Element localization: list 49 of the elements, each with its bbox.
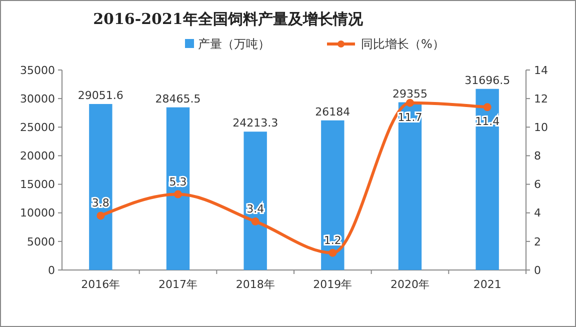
data-label: 28465.5	[155, 92, 201, 106]
x-tick-label: 2017年	[158, 278, 198, 291]
y-tick-label: 5000	[27, 235, 55, 248]
y2-tick-label: 8	[534, 150, 541, 163]
bar	[166, 107, 190, 270]
y-tick-label: 30000	[20, 92, 55, 106]
bar	[398, 102, 422, 270]
y-tick-label: 35000	[20, 64, 55, 77]
data-label: 3.8	[92, 196, 110, 210]
data-label: 3.4	[246, 202, 264, 216]
data-label: 26184	[315, 105, 350, 118]
y-tick-label: 25000	[20, 120, 55, 134]
point	[251, 217, 260, 226]
chart-title: 2016-2021年全国饲料产量及增长情况	[93, 10, 364, 28]
data-label: 29051.6	[78, 88, 124, 102]
y2-tick-label: 14	[534, 64, 548, 77]
y2-tick-label: 6	[534, 178, 541, 192]
y-tick-label: 0	[48, 264, 55, 277]
x-tick-label: 2021	[473, 278, 502, 291]
legend-label: 同比增长（%）	[361, 37, 444, 51]
data-label: 24213.3	[232, 116, 278, 130]
y-tick-label: 20000	[20, 150, 55, 163]
bar	[244, 132, 267, 270]
data-label: 11.7	[398, 110, 422, 124]
bar	[476, 88, 499, 270]
x-tick-label: 2020年	[390, 278, 430, 291]
bar	[321, 120, 344, 270]
y2-tick-label: 0	[534, 264, 541, 277]
y-tick-label: 10000	[20, 206, 55, 220]
y-tick-label: 15000	[20, 178, 55, 192]
point	[174, 190, 182, 198]
point	[328, 248, 337, 257]
point	[96, 212, 105, 220]
data-label: 29355	[392, 87, 428, 100]
x-tick-label: 2018年	[236, 278, 275, 291]
data-label: 5.3	[169, 175, 187, 188]
x-tick-label: 2019年	[313, 278, 352, 291]
y2-tick-label: 2	[534, 235, 541, 248]
legend-label: 产量（万吨）	[198, 37, 270, 51]
x-tick-label: 2016年	[81, 278, 120, 291]
y2-tick-label: 12	[534, 92, 548, 106]
data-label: 11.4	[475, 115, 500, 128]
point	[483, 103, 492, 112]
data-label: 1.2	[324, 234, 342, 247]
y2-tick-label: 4	[534, 206, 541, 220]
data-label: 31696.5	[464, 74, 510, 87]
y2-tick-label: 10	[534, 120, 548, 134]
point	[406, 98, 414, 107]
bar	[89, 104, 112, 270]
